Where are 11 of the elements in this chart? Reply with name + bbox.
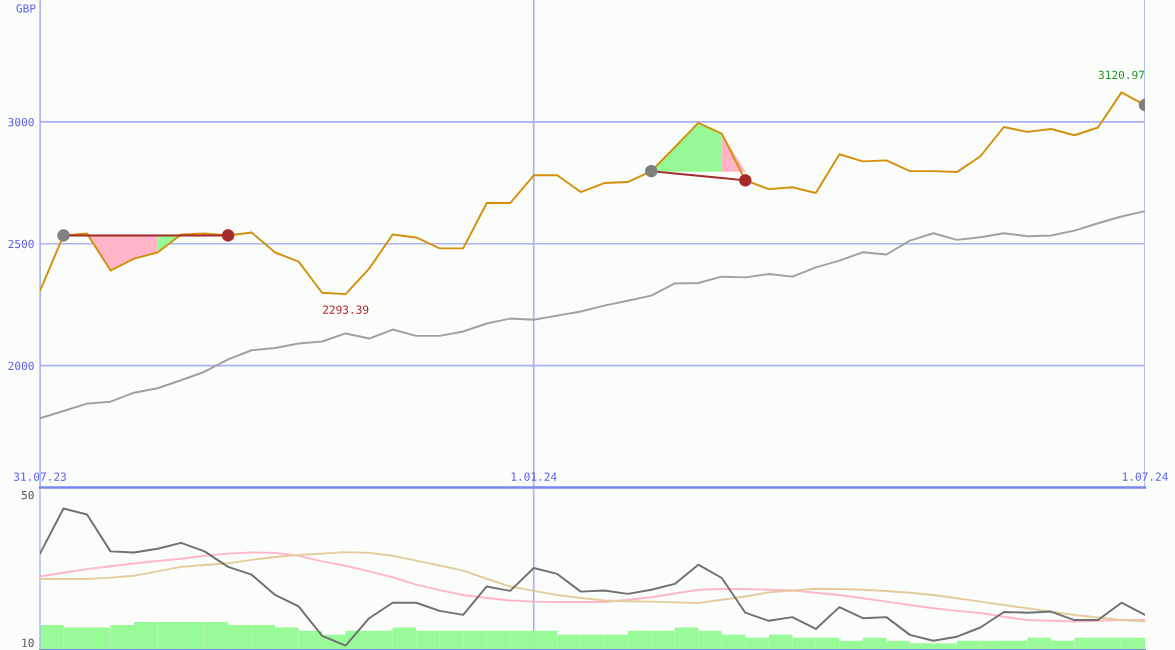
y-tick-label: 2500 [8,239,34,249]
x-tick-label: 1.07.24 [1122,472,1168,481]
y-tick-label: 3000 [8,117,34,127]
y-tick-label: 2000 [8,361,34,371]
data-label: 2293.39 [323,305,369,314]
x-tick-label: 31.07.23 [13,472,66,481]
data-label: 3120.97 [1098,70,1145,80]
x-tick-label: 1.01.24 [511,472,557,481]
y-axis-title: GBP [16,4,36,13]
y-tick-label: 50 [21,490,34,500]
y-tick-label: 10 [22,638,34,648]
